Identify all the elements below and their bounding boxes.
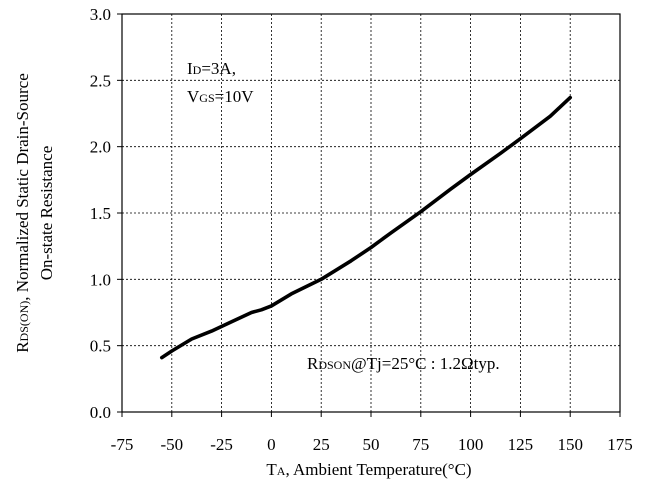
gridlines: [122, 14, 620, 412]
x-axis-label-rest: , Ambient Temperature(°C): [285, 460, 471, 479]
rdson-note-sub: DSON: [318, 358, 351, 372]
x-tick-label: 125: [508, 435, 534, 454]
y-tick-label: 1.0: [90, 270, 111, 289]
condition-id-sub: D: [193, 63, 202, 77]
x-axis-label-sub: A: [277, 464, 286, 478]
x-tick-label: 75: [412, 435, 429, 454]
y-tick-label: 1.5: [90, 204, 111, 223]
y-axis-label-main: R: [13, 341, 32, 353]
x-tick-label: 50: [363, 435, 380, 454]
condition-id-main: I: [187, 59, 193, 78]
y-tick-label: 0.0: [90, 403, 111, 422]
x-tick-label: 150: [557, 435, 583, 454]
x-tick-label: -50: [160, 435, 183, 454]
rdson-note: RDSON@Tj=25°C : 1.2Ωtyp.: [307, 354, 500, 373]
rdson-note-rest: @Tj=25°C : 1.2Ωtyp.: [351, 354, 500, 373]
y-axis-label-line1: RDS(ON), Normalized Static Drain-Source: [13, 73, 32, 353]
x-tick-label: 0: [267, 435, 276, 454]
condition-vgs-rest: =10V: [215, 87, 255, 106]
x-tick-label: 25: [313, 435, 330, 454]
series-line: [160, 95, 572, 360]
y-axis-ticks: 0.0 0.5 1.0 1.5 2.0 2.5 3.0: [90, 5, 122, 422]
x-tick-label: -25: [210, 435, 233, 454]
x-tick-label: 100: [458, 435, 484, 454]
condition-vgs-sub: GS: [199, 91, 214, 105]
y-tick-label: 2.5: [90, 71, 111, 90]
x-tick-label: -75: [111, 435, 134, 454]
condition-vgs-main: V: [187, 87, 200, 106]
condition-id: ID=3A,: [187, 59, 236, 78]
y-tick-label: 0.5: [90, 337, 111, 356]
rdson-note-main: R: [307, 354, 319, 373]
y-axis-label-rest: , Normalized Static Drain-Source: [13, 73, 32, 301]
x-tick-label: 175: [607, 435, 633, 454]
x-axis-label: TA, Ambient Temperature(°C): [266, 460, 471, 479]
condition-id-rest: =3A,: [201, 59, 236, 78]
y-axis-label-sub: DS(ON): [17, 301, 31, 342]
y-axis-label-line2: On-state Resistance: [37, 146, 56, 281]
condition-vgs: VGS=10V: [187, 87, 254, 106]
y-tick-label: 3.0: [90, 5, 111, 24]
x-axis-label-main: T: [266, 460, 277, 479]
y-tick-label: 2.0: [90, 138, 111, 157]
x-axis-ticks: -75 -50 -25 0 25 50 75 100 125 150 175: [111, 412, 633, 454]
